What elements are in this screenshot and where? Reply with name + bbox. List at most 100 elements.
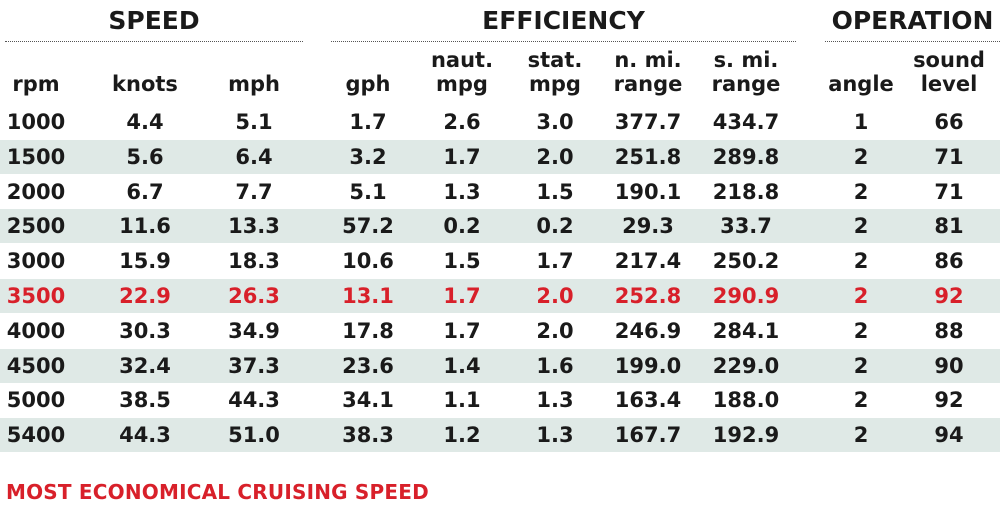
cell-angle: 2 — [853, 353, 869, 378]
cell-rpm: 4000 — [6, 318, 66, 343]
cell-knots: 22.9 — [119, 284, 171, 308]
cell-sound-level: 92 — [934, 388, 964, 413]
cell-angle: 1 — [853, 110, 869, 134]
cell-knots: 11.6 — [119, 214, 171, 239]
cell-stat-mpg: 3.0 — [536, 110, 574, 134]
cell-gph: 38.3 — [342, 423, 394, 448]
cell-s-mi-range: 192.9 — [712, 423, 780, 448]
cell-s-mi-range: 229.0 — [712, 353, 780, 378]
group-title-efficiency: EFFICIENCY — [482, 6, 645, 35]
cell-mph: 18.3 — [228, 249, 280, 274]
cell-n-mi-range: 246.9 — [614, 318, 682, 343]
cell-rpm: 5400 — [6, 423, 66, 448]
cell-knots: 30.3 — [119, 318, 171, 343]
cell-stat-mpg: 2.0 — [536, 284, 574, 308]
cell-sound-level: 66 — [934, 110, 964, 134]
table-row: 4000 30.3 34.9 17.8 1.7 2.0 246.9 284.1 2 88 — [0, 314, 1000, 348]
cell-angle: 2 — [853, 388, 869, 413]
table-row: 1500 5.6 6.4 3.2 1.7 2.0 251.8 289.8 2 71 — [0, 139, 1000, 174]
cell-n-mi-range: 377.7 — [614, 110, 682, 134]
cell-sound-level: 71 — [934, 179, 964, 204]
table-row: 1000 4.4 5.1 1.7 2.6 3.0 377.7 434.7 1 66 — [0, 105, 1000, 139]
cell-angle: 2 — [853, 318, 869, 343]
cell-sound-level: 94 — [934, 423, 964, 448]
cell-gph: 34.1 — [342, 388, 394, 413]
cell-mph: 26.3 — [228, 284, 280, 308]
cell-s-mi-range: 289.8 — [712, 144, 780, 169]
table-row-highlighted: 3500 22.9 26.3 13.1 1.7 2.0 252.8 290.9 2 92 — [0, 279, 1000, 313]
cell-stat-mpg: 1.3 — [536, 388, 574, 413]
table-row: 4500 32.4 37.3 23.6 1.4 1.6 199.0 229.0 2 90 — [0, 348, 1000, 383]
cell-knots: 32.4 — [119, 353, 171, 378]
table-row: 5400 44.3 51.0 38.3 1.2 1.3 167.7 192.9 2 94 — [0, 418, 1000, 453]
column-header-angle: angle — [828, 72, 894, 96]
cell-knots: 6.7 — [126, 179, 164, 204]
cell-n-mi-range: 29.3 — [622, 214, 674, 239]
cell-rpm: 3000 — [6, 249, 66, 274]
cell-sound-level: 86 — [934, 249, 964, 274]
cell-sound-level: 81 — [934, 214, 964, 239]
cell-gph: 57.2 — [342, 214, 394, 239]
cell-s-mi-range: 284.1 — [712, 318, 780, 343]
cell-gph: 13.1 — [342, 284, 394, 308]
cell-stat-mpg: 1.5 — [536, 179, 574, 204]
column-header-naut-mpg: naut. mpg — [430, 48, 494, 96]
cell-knots: 44.3 — [119, 423, 171, 448]
cell-mph: 6.4 — [235, 144, 273, 169]
cell-naut-mpg: 1.5 — [443, 249, 481, 274]
cell-naut-mpg: 1.7 — [443, 144, 481, 169]
cell-rpm: 2000 — [6, 179, 66, 204]
cell-rpm: 1500 — [6, 144, 66, 169]
cell-n-mi-range: 217.4 — [614, 249, 682, 274]
cell-s-mi-range: 434.7 — [712, 110, 780, 134]
group-title-speed: SPEED — [108, 6, 200, 35]
highlight-legend: MOST ECONOMICAL CRUISING SPEED — [6, 480, 429, 504]
cell-gph: 10.6 — [342, 249, 394, 274]
cell-stat-mpg: 1.3 — [536, 423, 574, 448]
cell-n-mi-range: 167.7 — [614, 423, 682, 448]
column-header-sound-level: sound level — [913, 48, 985, 96]
cell-angle: 2 — [853, 249, 869, 274]
cell-mph: 5.1 — [235, 110, 273, 134]
cell-n-mi-range: 199.0 — [614, 353, 682, 378]
cell-mph: 34.9 — [228, 318, 280, 343]
table-row: 5000 38.5 44.3 34.1 1.1 1.3 163.4 188.0 2 92 — [0, 383, 1000, 417]
cell-mph: 37.3 — [228, 353, 280, 378]
cell-rpm: 3500 — [6, 284, 66, 308]
cell-knots: 15.9 — [119, 249, 171, 274]
group-divider-speed — [5, 41, 303, 42]
cell-knots: 5.6 — [126, 144, 164, 169]
cell-mph: 51.0 — [228, 423, 280, 448]
group-divider-efficiency — [331, 41, 796, 42]
column-header-s-mi-range: s. mi. range — [711, 48, 781, 96]
cell-knots: 4.4 — [126, 110, 164, 134]
column-header-n-mi-range: n. mi. range — [613, 48, 683, 96]
cell-naut-mpg: 1.7 — [443, 318, 481, 343]
cell-naut-mpg: 1.7 — [443, 284, 481, 308]
cell-rpm: 5000 — [6, 388, 66, 413]
cell-rpm: 1000 — [6, 110, 66, 134]
cell-s-mi-range: 33.7 — [720, 214, 772, 239]
cell-naut-mpg: 2.6 — [443, 110, 481, 134]
cell-stat-mpg: 0.2 — [536, 214, 574, 239]
cell-mph: 44.3 — [228, 388, 280, 413]
cell-gph: 5.1 — [349, 179, 387, 204]
cell-knots: 38.5 — [119, 388, 171, 413]
cell-stat-mpg: 1.7 — [536, 249, 574, 274]
cell-gph: 17.8 — [342, 318, 394, 343]
cell-sound-level: 71 — [934, 144, 964, 169]
cell-sound-level: 88 — [934, 318, 964, 343]
cell-angle: 2 — [853, 144, 869, 169]
cell-sound-level: 92 — [934, 284, 964, 308]
cell-stat-mpg: 2.0 — [536, 318, 574, 343]
cell-n-mi-range: 190.1 — [614, 179, 682, 204]
cell-angle: 2 — [853, 284, 869, 308]
column-header-rpm: rpm — [12, 72, 60, 96]
cell-rpm: 2500 — [6, 214, 66, 239]
cell-n-mi-range: 251.8 — [614, 144, 682, 169]
cell-n-mi-range: 163.4 — [614, 388, 682, 413]
cell-angle: 2 — [853, 423, 869, 448]
cell-naut-mpg: 1.1 — [443, 388, 481, 413]
cell-stat-mpg: 1.6 — [536, 353, 574, 378]
table-row: 2500 11.6 13.3 57.2 0.2 0.2 29.3 33.7 2 81 — [0, 209, 1000, 244]
